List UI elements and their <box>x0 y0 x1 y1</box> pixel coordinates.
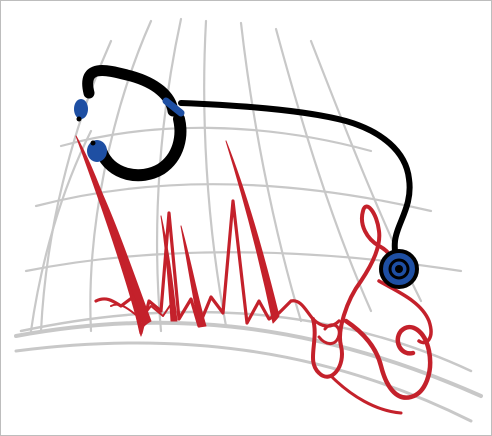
grid-lines-icon <box>14 17 483 423</box>
stethoscope-icon <box>74 65 419 289</box>
chestpiece-icon <box>379 249 419 289</box>
ear-tip-right-icon <box>87 140 107 162</box>
heartbeat-line-icon <box>75 135 433 415</box>
ear-tip-left-icon <box>74 99 88 119</box>
